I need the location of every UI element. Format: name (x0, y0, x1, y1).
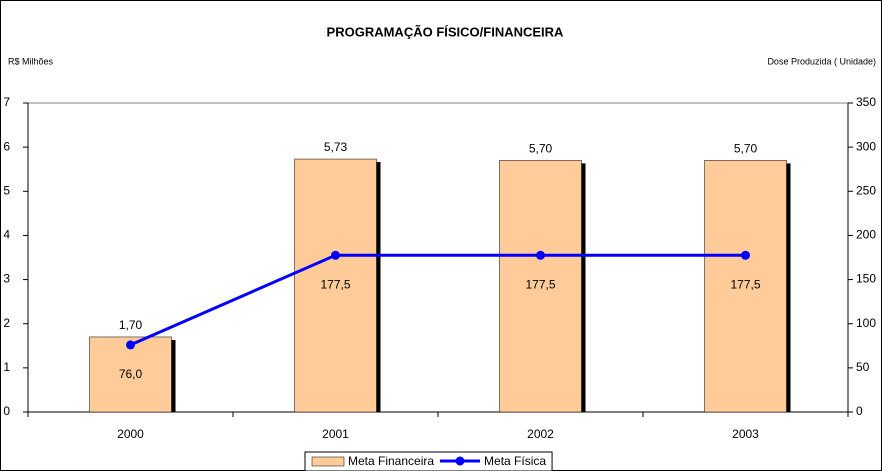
data-label: 177,5 (730, 277, 760, 291)
y2-tick-label: 100 (856, 316, 876, 330)
y-tick-label: 2 (3, 316, 10, 330)
y-tick-label: 5 (3, 183, 10, 197)
x-tick-label: 2002 (527, 427, 554, 441)
y-tick-label: 4 (3, 228, 10, 242)
bar (294, 158, 377, 413)
legend-label: Meta Financeira (348, 454, 434, 468)
y2-axis-label: Dose Produzida ( Unidade) (767, 56, 876, 66)
y-tick-label: 0 (3, 404, 10, 418)
line-marker (126, 340, 135, 350)
x-tick-label: 2003 (732, 427, 759, 441)
legend-marker (455, 456, 465, 466)
line-marker (536, 250, 545, 260)
y2-tick-label: 300 (856, 139, 876, 153)
x-tick-label: 2000 (117, 427, 144, 441)
data-label: 5,70 (734, 142, 758, 156)
x-tick-label: 2001 (322, 427, 349, 441)
legend (304, 451, 553, 471)
y2-tick-label: 200 (856, 228, 876, 242)
bar (89, 336, 172, 413)
y2-tick-label: 50 (856, 360, 870, 374)
legend-swatch (311, 456, 345, 467)
legend-label: Meta Física (484, 454, 546, 468)
line (129, 253, 746, 347)
line-marker (331, 250, 340, 260)
line-marker (741, 250, 750, 260)
data-label: 76,0 (119, 367, 143, 381)
y2-tick-label: 350 (856, 95, 876, 109)
y-tick-label: 1 (3, 360, 10, 374)
bar (704, 160, 787, 413)
y2-tick-label: 0 (856, 404, 863, 418)
y-tick-label: 7 (3, 95, 10, 109)
data-label: 177,5 (525, 277, 555, 291)
y-tick-label: 3 (3, 272, 10, 286)
data-label: 177,5 (320, 277, 350, 291)
y-tick-label: 6 (3, 139, 10, 153)
data-label: 5,70 (529, 142, 553, 156)
bar (499, 160, 582, 413)
y-axis-label: R$ Milhões (8, 56, 54, 66)
data-label: 1,70 (119, 318, 143, 332)
data-label: 5,73 (324, 140, 348, 154)
chart-title: PROGRAMAÇÃO FÍSICO/FINANCEIRA (327, 24, 565, 39)
y2-tick-label: 250 (856, 183, 876, 197)
y2-tick-label: 150 (856, 272, 876, 286)
